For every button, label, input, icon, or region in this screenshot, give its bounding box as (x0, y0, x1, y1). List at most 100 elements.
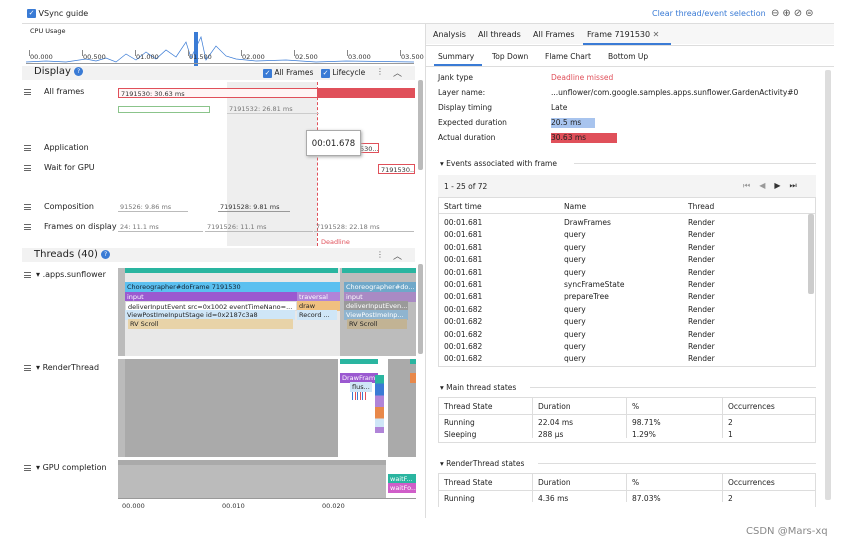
comp-bar-1[interactable]: 91526: 9.86 ms (118, 202, 188, 212)
cpu-tick-label: 02.500 (295, 53, 318, 61)
events-scrollbar[interactable] (808, 214, 814, 294)
vsync-guide-checkbox[interactable]: ✓ VSync guide (27, 9, 88, 18)
state-cell: Running (444, 418, 475, 427)
drag-handle-icon[interactable] (24, 224, 31, 230)
gpu-bar[interactable]: 7191530... (378, 164, 415, 174)
event-cell: prepareTree (564, 292, 609, 302)
fod-bar-1[interactable]: 24: 11.1 ms (118, 222, 203, 232)
fod-bar-2[interactable]: 7191526: 11.1 ms (205, 222, 313, 232)
slice-record[interactable]: Record ... (297, 310, 337, 320)
thread-main[interactable]: ▾ .apps.sunflower (36, 270, 106, 279)
slice-waitf-2[interactable]: waitFo... (388, 483, 416, 493)
thread-tick-label: 00.000 (122, 502, 145, 510)
slice-traversal[interactable]: traversal (297, 292, 340, 302)
slice-viewpost[interactable]: ViewPostImeInputStage id=0x2187c3a8 (125, 310, 295, 320)
expand-arrow-icon[interactable]: ▾ (36, 270, 41, 279)
prop-key: Expected duration (438, 118, 507, 127)
more-options-icon[interactable]: ⋮ (376, 250, 384, 259)
slice-draw[interactable]: draw (297, 301, 340, 311)
frame-bar-prev[interactable] (118, 106, 210, 113)
cpu-usage-chart[interactable] (26, 32, 414, 66)
events-section-title[interactable]: ▾ Events associated with frame (440, 159, 557, 168)
event-cell: 00:01.682 (444, 304, 483, 314)
slice-drawframes[interactable]: DrawFram... (340, 373, 378, 383)
slice-deliver-2[interactable]: deliverInputEven... (344, 301, 408, 311)
display-section-title: Display ? (34, 66, 84, 77)
tab-analysis[interactable]: Analysis (433, 30, 466, 39)
state-col-header[interactable]: Duration (538, 478, 571, 487)
frame-bar-7191530[interactable]: 7191530: 30.63 ms (118, 88, 318, 98)
state-col-header[interactable]: Occurrences (728, 478, 775, 487)
collapse-icon[interactable]: ︿ (393, 69, 403, 79)
tab-all-frames[interactable]: All Frames (533, 30, 575, 39)
state-col-header[interactable]: Duration (538, 402, 571, 411)
more-options-icon[interactable]: ⋮ (376, 67, 384, 76)
slice-input-2[interactable]: input (344, 292, 416, 302)
slice-viewpost-2[interactable]: ViewPostImeInp... (344, 310, 408, 320)
expand-arrow-icon[interactable]: ▾ (36, 363, 41, 372)
slice-rv-scroll[interactable]: RV Scroll (128, 319, 293, 329)
main-states-title[interactable]: ▾ Main thread states (440, 383, 517, 392)
event-cell: Render (688, 242, 715, 252)
cpu-tick-label: 02.000 (242, 53, 265, 61)
state-col-header[interactable]: Thread State (444, 402, 493, 411)
drag-handle-icon[interactable] (24, 145, 31, 151)
drag-handle-icon[interactable] (24, 272, 31, 278)
subtab-top-down[interactable]: Top Down (492, 52, 529, 61)
last-page-icon[interactable]: ⏭ (789, 181, 806, 190)
subtab-flame-chart[interactable]: Flame Chart (545, 52, 591, 61)
comp-bar-2[interactable]: 7191528: 9.81 ms (218, 202, 290, 212)
clear-selection-link[interactable]: Clear thread/event selection (652, 9, 766, 18)
help-icon[interactable]: ? (74, 66, 84, 76)
threads-scrollbar[interactable] (418, 264, 423, 354)
fod-bar-3[interactable]: 7191528: 22.18 ms (314, 222, 414, 232)
event-cell: query (564, 354, 586, 364)
reset-zoom-icon[interactable]: ⊘ (793, 8, 806, 19)
tab-all-threads[interactable]: All threads (478, 30, 521, 39)
zoom-in-icon[interactable]: ⊕ (782, 8, 794, 19)
tab-frame-7191530[interactable]: Frame 7191530 ✕ (587, 30, 660, 39)
lifecycle-checkbox[interactable]: ✓ Lifecycle (321, 68, 365, 78)
display-scrollbar[interactable] (418, 80, 423, 170)
slice-flush[interactable]: flus... (350, 382, 372, 392)
slice-waitf-1[interactable]: waitF... (388, 474, 416, 484)
slice-rv-scroll-2[interactable]: RV Scroll (347, 319, 407, 329)
events-col-header[interactable]: Name (564, 202, 587, 211)
slice-input[interactable]: input (125, 292, 297, 302)
drag-handle-icon[interactable] (24, 204, 31, 210)
state-col-header[interactable]: % (632, 478, 640, 487)
expand-arrow-icon[interactable]: ▾ (36, 463, 41, 472)
all-frames-checkbox[interactable]: ✓ All Frames (263, 68, 313, 78)
slice-choreographer-2[interactable]: Choreographer#do... (344, 282, 416, 292)
drag-handle-icon[interactable] (24, 165, 31, 171)
subtab-bottom-up[interactable]: Bottom Up (608, 52, 649, 61)
state-col-divider (532, 397, 533, 438)
state-cell: Sleeping (444, 430, 477, 439)
close-tab-icon[interactable]: ✕ (650, 30, 660, 39)
drag-handle-icon[interactable] (24, 465, 31, 471)
thread-gpu[interactable]: ▾ GPU completion (36, 463, 107, 472)
prop-key: Layer name: (438, 88, 486, 97)
prev-page-icon[interactable]: ◀ (759, 181, 775, 190)
drag-handle-icon[interactable] (24, 365, 31, 371)
state-col-header[interactable]: % (632, 402, 640, 411)
pause-icon[interactable]: ⊜ (805, 8, 817, 19)
render-states-title[interactable]: ▾ RenderThread states (440, 459, 525, 468)
events-col-header[interactable]: Thread (688, 202, 715, 211)
state-col-header[interactable]: Occurrences (728, 402, 775, 411)
slice-choreographer[interactable]: Choreographer#doFrame 7191530 (125, 282, 340, 292)
state-col-header[interactable]: Thread State (444, 478, 493, 487)
thread-render[interactable]: ▾ RenderThread (36, 363, 100, 372)
panel-scrollbar[interactable] (825, 70, 831, 500)
frame-bar-7191532[interactable]: 7191532: 26.81 ms (227, 104, 319, 114)
state-cell: 98.71% (632, 418, 661, 427)
events-col-header[interactable]: Start time (444, 202, 482, 211)
help-icon[interactable]: ? (101, 249, 111, 259)
collapse-icon[interactable]: ︿ (393, 252, 403, 262)
first-page-icon[interactable]: ⏮ (743, 181, 760, 190)
next-page-icon[interactable]: ▶ (774, 181, 790, 190)
drag-handle-icon[interactable] (24, 89, 31, 95)
cpu-tick-mark (294, 50, 295, 56)
zoom-out-icon[interactable]: ⊖ (771, 8, 783, 19)
subtab-summary[interactable]: Summary (438, 52, 475, 61)
